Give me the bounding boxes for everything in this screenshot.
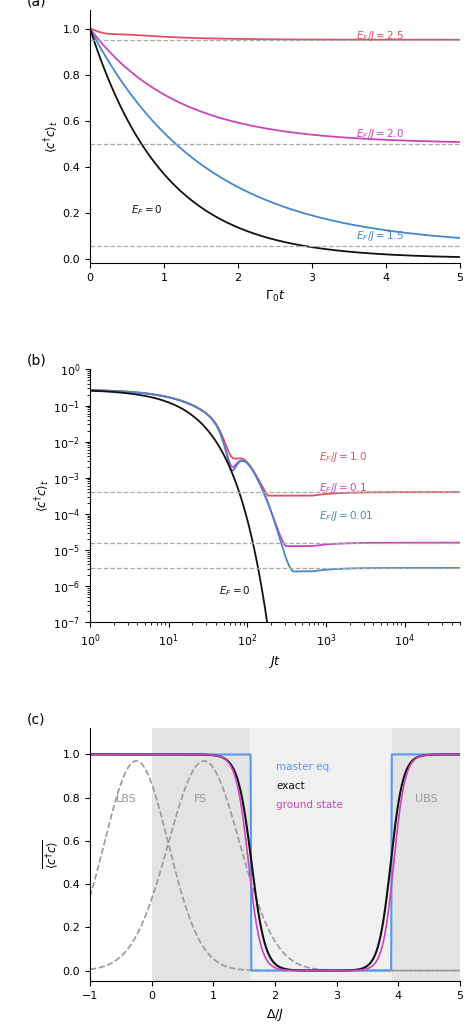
X-axis label: $\Gamma_0 t$: $\Gamma_0 t$: [265, 288, 285, 304]
Text: $E_F/J = 0.1$: $E_F/J = 0.1$: [319, 480, 367, 495]
Text: $E_F/J = 2.0$: $E_F/J = 2.0$: [356, 127, 404, 142]
Text: ground state: ground state: [276, 801, 343, 811]
X-axis label: $Jt$: $Jt$: [268, 654, 282, 670]
Bar: [250, 728, 392, 981]
Bar: [152, 728, 250, 981]
Text: UBS: UBS: [415, 794, 438, 804]
Text: (c): (c): [27, 713, 46, 726]
Y-axis label: $\langle c^{\dagger} c \rangle_t$: $\langle c^{\dagger} c \rangle_t$: [33, 479, 52, 512]
Text: (a): (a): [27, 0, 47, 8]
Y-axis label: $\overline{\langle c^{\dagger} c \rangle}$: $\overline{\langle c^{\dagger} c \rangle…: [42, 841, 61, 870]
Text: $E_F = 0$: $E_F = 0$: [131, 204, 163, 217]
Text: $E_F = 0$: $E_F = 0$: [219, 585, 251, 598]
Text: exact: exact: [276, 781, 305, 791]
Text: master eq.: master eq.: [276, 761, 333, 772]
Y-axis label: $\langle c^{\dagger} c \rangle_t$: $\langle c^{\dagger} c \rangle_t$: [43, 121, 61, 153]
Text: FS: FS: [193, 794, 207, 804]
Text: $E_F/J = 1.5$: $E_F/J = 1.5$: [356, 228, 404, 243]
X-axis label: $\Delta/J$: $\Delta/J$: [266, 1006, 284, 1023]
Text: (b): (b): [27, 353, 47, 368]
Text: $E_F/J = 0.01$: $E_F/J = 0.01$: [319, 508, 374, 523]
Bar: [392, 728, 460, 981]
Text: $E_F/J = 2.5$: $E_F/J = 2.5$: [356, 29, 404, 42]
Text: $E_F/J = 1.0$: $E_F/J = 1.0$: [319, 450, 367, 465]
Text: LBS: LBS: [116, 794, 137, 804]
